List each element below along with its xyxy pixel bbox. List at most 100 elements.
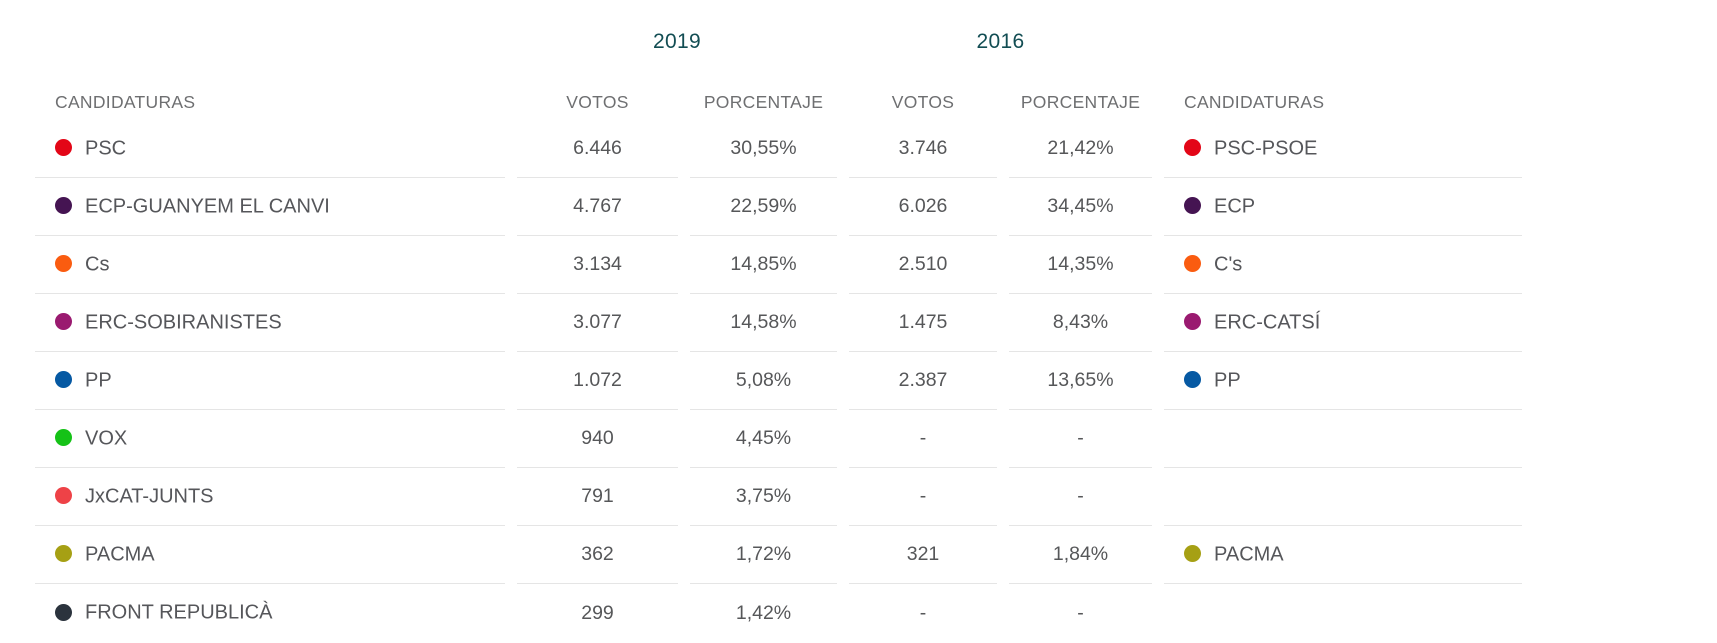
porcentaje-2016-value: 13,65% [1009,352,1152,410]
party-row: PSC 6.446 30,55% 3.746 21,42% PSC-PSOE [35,120,1522,178]
porcentaje-2019-value: 30,55% [690,120,837,178]
party-cell-2016: ERC-CATSÍ [1164,294,1522,352]
party-row: ECP-GUANYEM EL CANVI 4.767 22,59% 6.026 34,4… [35,178,1522,236]
column-header-row: CANDIDATURAS VOTOS PORCENTAJE VOTOS PORC… [35,84,1522,120]
votos-2016-value: - [849,410,997,468]
party-name-2019: PP [85,369,112,392]
party-color-dot-2019 [55,197,72,215]
party-cell-2016 [1164,410,1522,468]
porcentaje-2019-value: 22,59% [690,178,837,236]
votos-2019-value: 362 [517,526,678,584]
party-cell-2019: PACMA [35,526,505,584]
votos-2019-value: 6.446 [517,120,678,178]
votos-2016-value: 1.475 [849,294,997,352]
votos-2019-value: 940 [517,410,678,468]
party-name-2016: ECP [1214,195,1256,218]
porcentaje-2016-value: 1,84% [1009,526,1152,584]
party-color-dot-2019 [55,371,72,389]
party-cell-2016 [1164,584,1522,642]
party-name-2019: JxCAT-JUNTS [85,485,214,508]
votos-2019-value: 3.134 [517,236,678,294]
party-cell-2019: JxCAT-JUNTS [35,468,505,526]
party-color-dot-2016 [1184,255,1201,273]
party-row: PACMA 362 1,72% 321 1,84% PACMA [35,526,1522,584]
party-name-2019: ERC-SOBIRANISTES [85,311,282,334]
porcentaje-2016-value: 14,35% [1009,236,1152,294]
col-header-candidaturas-right: CANDIDATURAS [1184,91,1325,112]
year-row-spacer-right [1164,0,1522,84]
party-color-dot-2019 [55,313,72,331]
party-color-dot-2019 [55,429,72,447]
votos-2016-value: 2.387 [849,352,997,410]
votos-2016-value: 6.026 [849,178,997,236]
party-color-dot-2016 [1184,313,1201,331]
porcentaje-2019-value: 14,58% [690,294,837,352]
votos-2016-value: 2.510 [849,236,997,294]
party-color-dot-2019 [55,545,72,563]
votos-2019-value: 3.077 [517,294,678,352]
party-cell-2019: PSC [35,120,505,178]
porcentaje-2019-value: 4,45% [690,410,837,468]
party-name-2016: PACMA [1214,543,1284,566]
party-row: JxCAT-JUNTS 791 3,75% - - [35,468,1522,526]
year-2016-label: 2016 [976,30,1025,53]
year-header-row: 2019 2016 [35,0,1522,84]
party-row: Cs 3.134 14,85% 2.510 14,35% C's [35,236,1522,294]
party-row: PP 1.072 5,08% 2.387 13,65% PP [35,352,1522,410]
party-cell-2016 [1164,468,1522,526]
party-row: VOX 940 4,45% - - [35,410,1522,468]
votos-2016-value: 3.746 [849,120,997,178]
porcentaje-2016-value: - [1009,410,1152,468]
party-color-dot-2016 [1184,197,1201,215]
party-name-2019: ECP-GUANYEM EL CANVI [85,195,330,218]
party-color-dot-2019 [55,487,72,505]
party-cell-2016: PP [1164,352,1522,410]
col-header-candidaturas-left: CANDIDATURAS [55,91,196,112]
party-cell-2019: VOX [35,410,505,468]
year-2019-label: 2019 [653,30,701,53]
votos-2019-value: 299 [581,601,614,624]
party-name-2019: VOX [85,427,128,450]
party-name-2019: PACMA [85,543,155,566]
party-cell-2019: PP [35,352,505,410]
year-row-spacer-left [35,0,505,84]
porcentaje-2019-value: 1,42% [735,601,792,624]
party-name-2016: C's [1214,253,1243,276]
col-header-votos-2019: VOTOS [566,91,629,112]
porcentaje-2019-value: 14,85% [690,236,837,294]
votos-2016-value: - [919,601,927,624]
party-cell-2016: PSC-PSOE [1164,120,1522,178]
porcentaje-2016-value: 8,43% [1009,294,1152,352]
party-color-dot-2019 [55,139,72,157]
party-name-2019: PSC [85,137,127,160]
party-cell-2016: ECP [1164,178,1522,236]
col-header-porcentaje-2019: PORCENTAJE [703,91,824,112]
votos-2016-value: - [849,468,997,526]
votos-2019-value: 4.767 [517,178,678,236]
party-cell-2019: ERC-SOBIRANISTES [35,294,505,352]
votos-2019-value: 791 [517,468,678,526]
party-cell-2019: FRONT REPUBLICÀ [35,584,505,642]
party-cell-2016: C's [1164,236,1522,294]
party-cell-2019: Cs [35,236,505,294]
party-cell-2016: PACMA [1164,526,1522,584]
porcentaje-2016-value: 34,45% [1009,178,1152,236]
party-name-2019: Cs [85,253,110,276]
results-table: 2019 2016 CANDIDATURAS VOTOS PORCENTAJE … [23,0,1534,642]
party-row: ERC-SOBIRANISTES 3.077 14,58% 1.475 8,43% ERC… [35,294,1522,352]
porcentaje-2016-value: 21,42% [1009,120,1152,178]
porcentaje-2019-value: 1,72% [690,526,837,584]
party-color-dot-2016 [1184,371,1201,389]
party-color-dot-2019 [55,603,72,621]
col-header-porcentaje-2016: PORCENTAJE [1020,91,1141,112]
party-row: FRONT REPUBLICÀ 299 1,42% - - [35,584,1522,642]
party-name-2016: PSC-PSOE [1214,137,1318,160]
party-color-dot-2016 [1184,139,1201,157]
porcentaje-2016-value: - [1009,468,1152,526]
party-cell-2019: ECP-GUANYEM EL CANVI [35,178,505,236]
party-color-dot-2016 [1184,545,1201,563]
votos-2016-value: 321 [849,526,997,584]
party-name-2016: ERC-CATSÍ [1214,311,1321,334]
party-color-dot-2019 [55,255,72,273]
